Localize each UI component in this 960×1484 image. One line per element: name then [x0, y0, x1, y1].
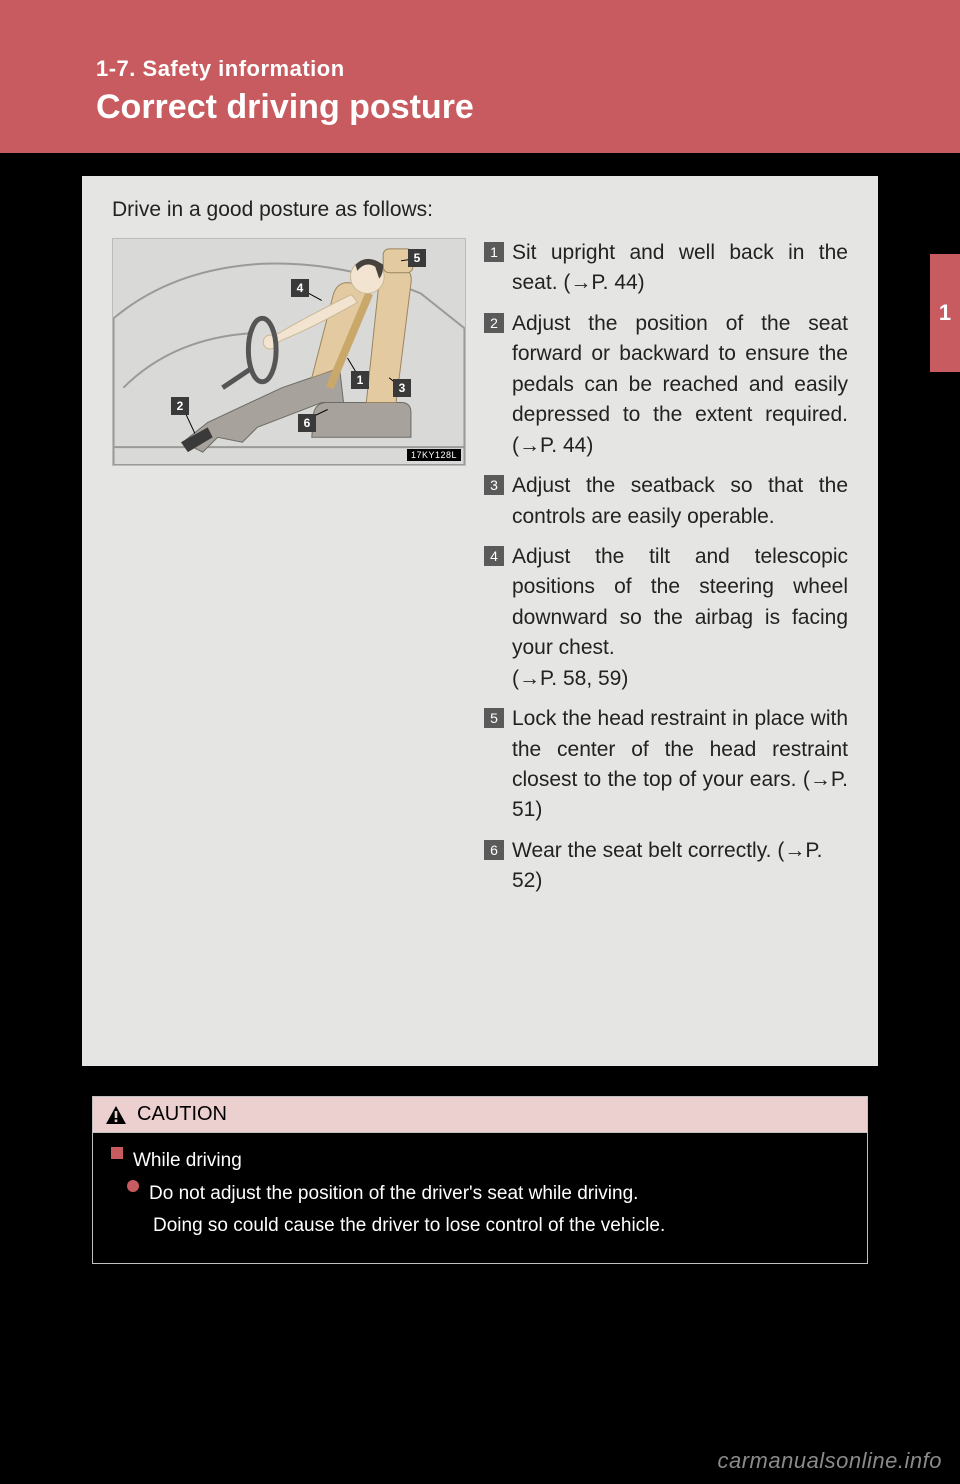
step-text: Wear the seat belt correctly. (→P. 52) — [512, 836, 848, 897]
caution-icon — [105, 1105, 127, 1125]
step-text: Adjust the seatback so that the controls… — [512, 471, 848, 532]
caution-bullet-text: Doing so could cause the driver to lose … — [153, 1212, 849, 1241]
step-number-icon: 3 — [484, 475, 504, 495]
illus-tag: 5 — [408, 249, 426, 267]
step-text: Sit upright and well back in the seat. (… — [512, 238, 848, 299]
chapter-tab: 1 — [930, 254, 960, 372]
illus-tag: 6 — [298, 414, 316, 432]
posture-illustration: 5 4 1 3 2 6 17KY128L — [112, 238, 466, 466]
content-box: Drive in a good posture as follows: — [82, 176, 878, 1066]
step-item: 2 Adjust the position of the seat forward… — [484, 309, 848, 461]
step-number-icon: 1 — [484, 242, 504, 262]
caution-square-bullet — [111, 1147, 123, 1159]
intro-text: Drive in a good posture as follows: — [112, 198, 848, 222]
step-number-icon: 2 — [484, 313, 504, 333]
step-number-icon: 6 — [484, 840, 504, 860]
step-item: 5 Lock the head restraint in place with t… — [484, 704, 848, 826]
watermark: carmanualsonline.info — [717, 1448, 942, 1474]
illustration-code: 17KY128L — [407, 449, 461, 461]
step-text: Lock the head restraint in place with th… — [512, 704, 848, 826]
caution-bullet-text: Do not adjust the position of the driver… — [149, 1180, 849, 1209]
step-number-icon: 5 — [484, 708, 504, 728]
step-text: Adjust the tilt and telescopic positions… — [512, 542, 848, 694]
caution-heading: While driving — [133, 1147, 849, 1176]
step-extra: (→P. 58, 59) — [512, 664, 848, 694]
step-item: 4 Adjust the tilt and telescopic position… — [484, 542, 848, 694]
caution-label: CAUTION — [137, 1103, 227, 1126]
caution-box: CAUTION While driving Do not adjust the … — [92, 1096, 868, 1264]
step-item: 3 Adjust the seatback so that the control… — [484, 471, 848, 532]
step-number-icon: 4 — [484, 546, 504, 566]
caution-body: While driving Do not adjust the position… — [93, 1133, 867, 1263]
step-item: 6 Wear the seat belt correctly. (→P. 52) — [484, 836, 848, 897]
illus-tag: 4 — [291, 279, 309, 297]
step-text: Adjust the position of the seat forward … — [512, 309, 848, 461]
caution-dot-bullet — [127, 1180, 139, 1192]
section-label: 1-7. Safety information — [96, 56, 960, 82]
page-title: Correct driving posture — [96, 88, 960, 127]
page-header: 1-7. Safety information Correct driving … — [0, 0, 960, 153]
steps-list: 1 Sit upright and well back in the seat. … — [484, 238, 848, 907]
illus-tag: 1 — [351, 371, 369, 389]
caution-header: CAUTION — [93, 1097, 867, 1133]
illus-tag: 3 — [393, 379, 411, 397]
illus-tag: 2 — [171, 397, 189, 415]
step-item: 1 Sit upright and well back in the seat. … — [484, 238, 848, 299]
